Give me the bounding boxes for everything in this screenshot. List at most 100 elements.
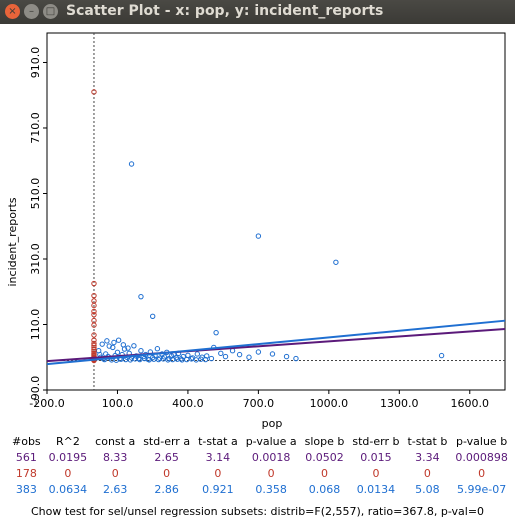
unselected-point — [125, 345, 131, 351]
stats-header-cell: t-stat a — [198, 434, 238, 448]
selected-point — [91, 311, 97, 318]
stats-header-cell: R^2 — [55, 434, 80, 448]
close-button[interactable]: × — [5, 4, 20, 19]
regression-stats-table: #obs R^2 const a std-err a t-stat a p-value a… — [8, 433, 512, 497]
scatter-plot[interactable]: -200.0 100.0 400.0 700.0 1000.0 1300.0 1600.0 -… — [0, 24, 515, 433]
stats-cell: 178 — [15, 466, 37, 480]
stats-cell: 0.068 — [308, 482, 341, 496]
stats-cell: 0.358 — [255, 482, 287, 496]
unselected-point — [208, 355, 215, 362]
unselected-point — [111, 339, 117, 346]
stats-cell: 0.921 — [202, 482, 234, 496]
unselected-point — [218, 350, 224, 357]
y-tick-label: 910.0 — [29, 47, 42, 79]
y-tick-label: 110.0 — [29, 309, 42, 341]
stats-row: 383 0.0634 2.63 2.86 0.921 0.358 0.068 0.0134 5.… — [8, 481, 512, 497]
stats-cell: 0 — [372, 466, 380, 480]
stats-cell: 2.63 — [102, 482, 128, 496]
x-tick-label: 1600.0 — [451, 397, 490, 410]
unselected-point — [333, 259, 339, 265]
regression-line-all — [46, 328, 506, 363]
unselected-point — [202, 356, 209, 363]
stats-cell: 2.86 — [154, 482, 179, 496]
unselected-point — [283, 353, 290, 360]
stats-cell: 2.65 — [154, 450, 179, 464]
stats-cell: 0 — [423, 466, 431, 480]
close-icon: × — [8, 6, 17, 17]
stats-header-row: #obs R^2 const a std-err a t-stat a p-value a… — [8, 433, 512, 449]
selected-point — [91, 89, 97, 95]
stats-cell: 0.0634 — [48, 482, 88, 496]
stats-cell: 0 — [267, 466, 275, 480]
maximize-button[interactable]: □ — [43, 4, 58, 19]
unselected-point — [236, 351, 243, 358]
unselected-point — [222, 353, 229, 360]
title-bar: × – □ Scatter Plot - x: pop, y: incident… — [0, 0, 515, 24]
y-tick-label: 710.0 — [29, 112, 42, 144]
x-axis-label: pop — [262, 417, 283, 430]
x-tick-label: 700.0 — [243, 397, 275, 410]
stats-header-cell: std-err b — [352, 434, 400, 448]
unselected-point — [149, 313, 156, 320]
stats-header-cell: p-value b — [456, 434, 508, 448]
stats-cell: 0.0195 — [48, 450, 88, 464]
selected-point — [91, 322, 97, 328]
stats-cell: 0.0018 — [251, 450, 291, 464]
unselected-point — [131, 343, 137, 349]
maximize-icon: □ — [45, 6, 56, 17]
window-title: Scatter Plot - x: pop, y: incident_repor… — [66, 3, 384, 19]
unselected-point — [293, 355, 299, 362]
unselected-point — [246, 354, 252, 360]
stats-cell: 5.99e-07 — [456, 482, 507, 496]
unselected-point — [438, 352, 445, 359]
chow-test-text: Chow test for sel/unsel regression subse… — [30, 505, 485, 518]
selected-point — [91, 280, 97, 287]
stats-cell: 0 — [111, 466, 119, 480]
stats-cell: 0 — [163, 466, 171, 480]
unselected-point — [180, 353, 186, 360]
y-axis-label: incident_reports — [6, 197, 19, 286]
stats-header-cell: #obs — [12, 434, 41, 448]
selected-point — [91, 332, 97, 338]
x-tick-label: 400.0 — [172, 397, 204, 410]
unselected-point — [138, 347, 144, 354]
x-tick-label: 1300.0 — [380, 397, 419, 410]
selected-point — [91, 308, 97, 315]
unselected-point — [106, 343, 112, 349]
x-tick-label: 100.0 — [102, 397, 134, 410]
regression-line-unselected — [46, 319, 506, 366]
unselected-point — [115, 337, 122, 343]
y-tick-label: 510.0 — [29, 178, 42, 210]
x-tick-label: 1000.0 — [310, 397, 349, 410]
unselected-point — [114, 349, 121, 356]
stats-row: 561 0.0195 8.33 2.65 3.14 0.0018 0.0502 0.015 3.… — [8, 449, 512, 465]
selected-point — [91, 292, 97, 299]
selected-point — [91, 337, 97, 343]
stats-cell: 0.0134 — [356, 482, 396, 496]
unselected-point — [255, 349, 262, 355]
unselected-point — [128, 161, 135, 167]
stats-cell: 8.33 — [102, 450, 128, 464]
stats-header-cell: const a — [95, 434, 136, 448]
stats-cell: 383 — [15, 482, 37, 496]
minimize-button[interactable]: – — [24, 4, 39, 19]
stats-header-cell: std-err a — [143, 434, 191, 448]
stats-cell: 0 — [64, 466, 72, 480]
unselected-point — [104, 338, 110, 344]
stats-header-cell: t-stat b — [407, 434, 448, 448]
y-tick-label: -90.0 — [29, 376, 42, 404]
unselected-point — [194, 351, 201, 357]
stats-header-cell: slope b — [304, 434, 345, 448]
stats-cell: 561 — [15, 450, 37, 464]
stats-cell: 0.015 — [360, 450, 392, 464]
unselected-point — [269, 351, 276, 357]
y-tick-label: 310.0 — [29, 243, 42, 275]
unselected-point — [141, 355, 148, 362]
plot-frame — [46, 32, 506, 391]
stats-cell: 3.34 — [415, 450, 440, 464]
stats-cell: 0 — [214, 466, 222, 480]
stats-cell: 0 — [321, 466, 329, 480]
stats-row: 178 0 0 0 0 0 0 0 0 0 — [8, 465, 512, 481]
stats-header-cell: p-value a — [245, 434, 297, 448]
unselected-point — [157, 355, 163, 361]
